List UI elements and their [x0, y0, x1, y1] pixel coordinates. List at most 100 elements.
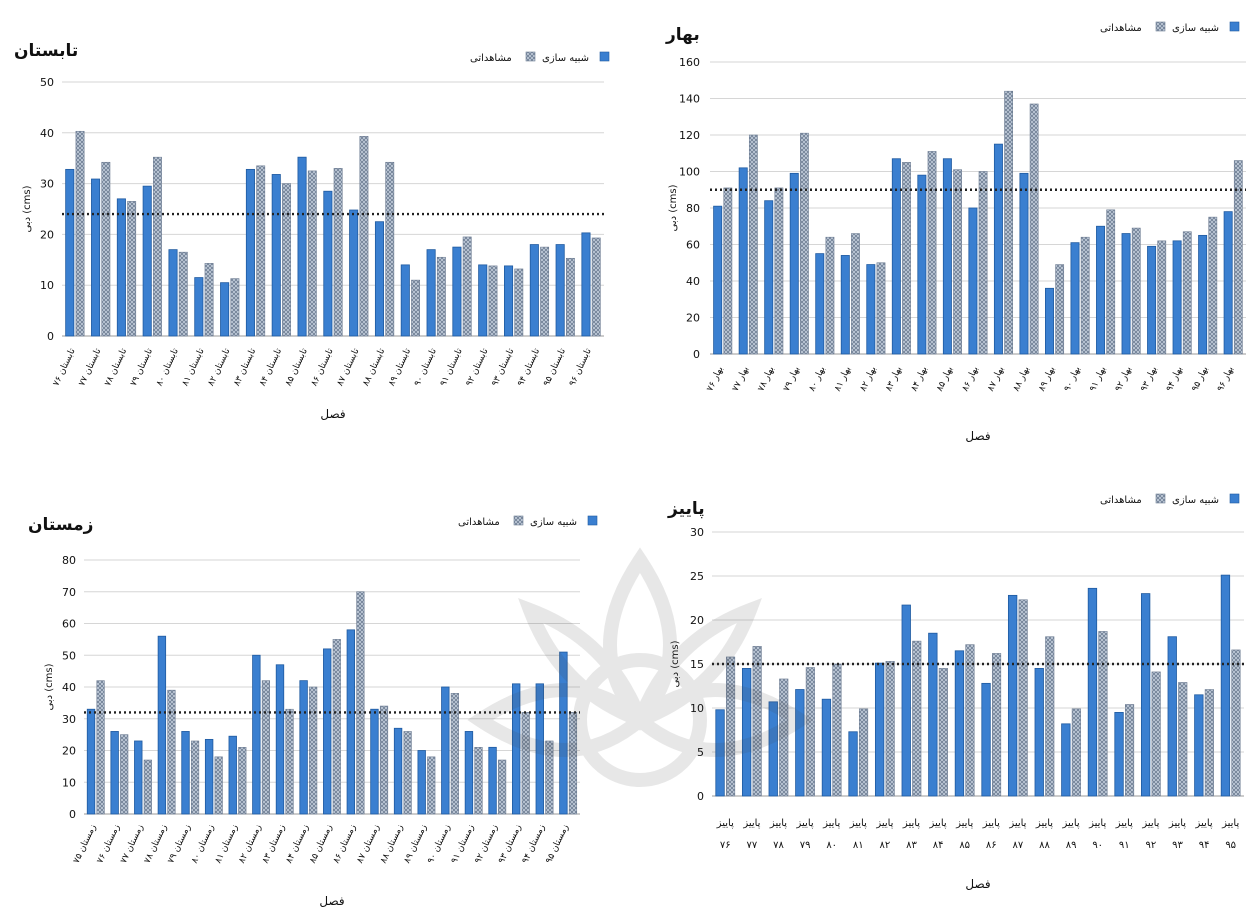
bar-observed — [75, 130, 85, 337]
legend-label-simulated: شبیه سازی — [1172, 495, 1219, 506]
legend-label-observed: مشاهداتی — [470, 53, 512, 64]
bar-simulated — [86, 708, 96, 815]
x-tick-label: زمستان ۷۹ — [166, 823, 193, 865]
x-tick-label: تابستان ۸۶ — [310, 347, 336, 388]
bar-simulated — [795, 689, 805, 797]
legend: مشاهداتی شبیه سازی — [1100, 21, 1240, 34]
y-tick-label: 160 — [679, 56, 700, 69]
bar-observed — [723, 187, 733, 355]
x-tick-label: بهار ۸۲ — [858, 365, 878, 393]
x-tick-label: پاییز — [875, 818, 893, 829]
bar-observed — [282, 183, 291, 337]
x-tick-label: تابستان ۷۸ — [103, 347, 129, 388]
bar-observed — [514, 268, 524, 337]
bar-observed — [565, 257, 575, 337]
bar-simulated — [764, 200, 774, 355]
x-tick-label: پاییز — [1221, 818, 1239, 829]
x-tick-label-year: ۸۹ — [1066, 840, 1077, 851]
bar-simulated — [65, 168, 75, 337]
bar-observed — [779, 678, 789, 797]
bar-observed — [379, 705, 389, 815]
bar-observed — [1004, 90, 1013, 355]
y-tick-label: 140 — [679, 93, 700, 106]
bar-observed — [540, 246, 550, 337]
bar-observed — [568, 712, 578, 815]
x-tick-label-year: ۸۵ — [959, 840, 970, 851]
bar-simulated — [204, 738, 214, 815]
x-tick-label: زمستان ۸۰ — [190, 823, 217, 865]
bar-simulated — [555, 244, 565, 337]
x-tick-label: تابستان ۹۱ — [439, 347, 465, 388]
x-tick-label-year: ۸۳ — [906, 840, 917, 851]
x-tick-label: پاییز — [929, 818, 947, 829]
bar-observed — [474, 747, 483, 815]
bar-observed — [127, 201, 137, 337]
bar-observed — [858, 708, 869, 797]
x-tick-label: تابستان ۸۹ — [387, 347, 413, 388]
x-tick-label: پاییز — [796, 818, 814, 829]
x-tick-label: زمستان ۸۸ — [379, 823, 406, 865]
y-tick-label: 80 — [62, 554, 76, 567]
y-tick-label: 20 — [690, 614, 704, 627]
x-tick-label: زمستان ۸۵ — [308, 823, 335, 865]
y-tick-label: 60 — [686, 239, 700, 252]
bar-observed — [178, 251, 188, 337]
bar-simulated — [715, 709, 725, 797]
bar-observed — [333, 168, 343, 337]
x-tick-label: زمستان ۷۵ — [72, 823, 99, 865]
x-tick-label-year: ۸۰ — [826, 840, 837, 851]
bar-observed — [1204, 689, 1214, 797]
legend-label-observed: مشاهداتی — [458, 517, 500, 528]
bar-observed — [832, 663, 842, 797]
bar-observed — [1098, 631, 1108, 797]
x-tick-label: زمستان ۸۹ — [402, 823, 429, 865]
bar-simulated — [713, 205, 723, 355]
bar-observed — [978, 171, 988, 355]
x-tick-label: تابستان ۹۶ — [568, 347, 594, 388]
bar-simulated — [1034, 668, 1044, 797]
legend-swatch-simulated — [1229, 493, 1240, 504]
bar-simulated — [1045, 287, 1054, 355]
x-tick-label-year: ۹۱ — [1119, 840, 1130, 851]
bar-simulated — [271, 174, 281, 337]
bar-simulated — [1140, 593, 1151, 797]
bar-simulated — [866, 264, 876, 355]
x-tick-label: تابستان ۸۳ — [232, 347, 258, 388]
x-tick-label-year: ۸۱ — [853, 840, 864, 851]
bar-observed — [1071, 708, 1081, 797]
x-tick-label: بهار ۸۵ — [935, 365, 955, 393]
bar-observed — [120, 734, 129, 815]
bar-simulated — [840, 255, 850, 355]
x-tick-label: بهار ۸۱ — [833, 365, 853, 393]
legend-swatch-simulated — [599, 51, 610, 62]
x-tick-label: پاییز — [1008, 818, 1026, 829]
bar-observed — [403, 731, 412, 815]
bar-observed — [214, 756, 223, 815]
x-tick-label: تابستان ۹۳ — [490, 347, 516, 388]
bar-observed — [800, 132, 809, 355]
x-tick-label-year: ۸۸ — [1039, 840, 1050, 851]
x-tick-label: تابستان ۸۱ — [181, 347, 207, 388]
bar-observed — [851, 233, 860, 355]
bar-simulated — [91, 178, 101, 337]
legend-swatch-observed — [1155, 21, 1166, 32]
bar-observed — [285, 708, 294, 815]
bar-observed — [385, 161, 395, 337]
bar-observed — [912, 640, 922, 797]
bar-simulated — [464, 731, 474, 815]
y-tick-label: 10 — [62, 776, 76, 789]
y-tick-label: 10 — [690, 702, 704, 715]
bar-simulated — [1007, 594, 1018, 797]
legend-swatch-observed — [513, 515, 524, 526]
bar-simulated — [741, 668, 752, 797]
bar-observed — [101, 161, 111, 337]
y-tick-label: 30 — [690, 526, 704, 539]
bar-observed — [902, 162, 911, 355]
bar-simulated — [1114, 712, 1124, 797]
bar-simulated — [488, 746, 497, 815]
x-tick-label-year: ۷۶ — [720, 840, 731, 851]
bar-observed — [488, 265, 498, 337]
x-tick-label: بهار ۸۸ — [1012, 365, 1032, 393]
bar-observed — [774, 187, 784, 355]
